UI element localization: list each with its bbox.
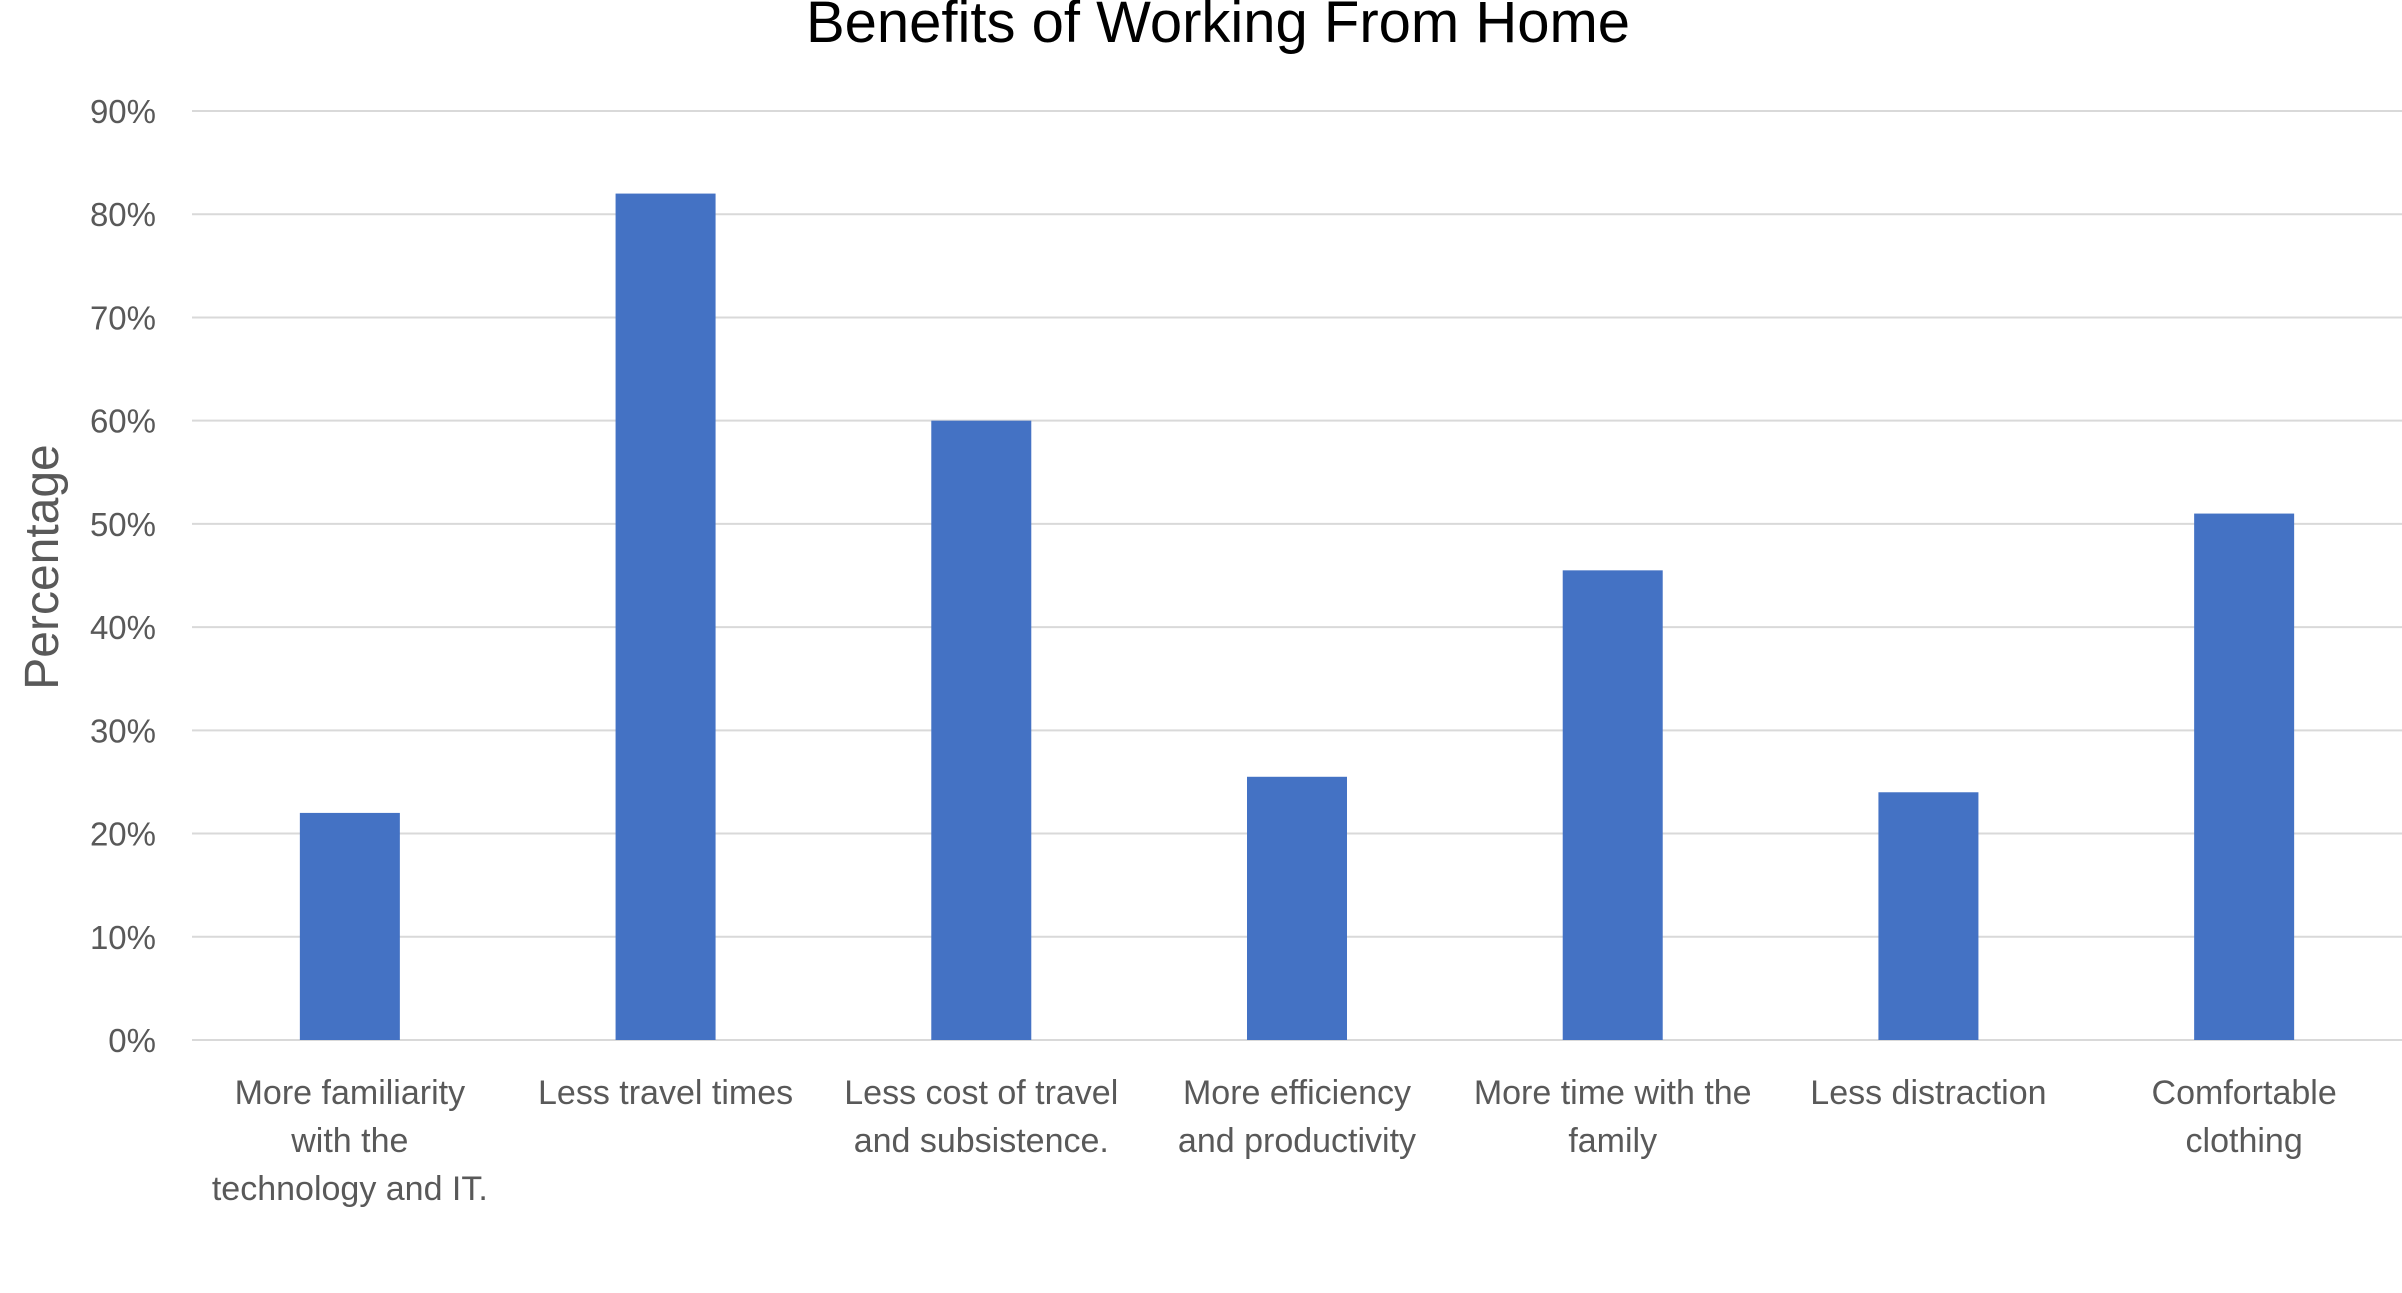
y-axis-title: Percentage bbox=[16, 444, 69, 690]
x-tick-label: More familiarity with the technology and I… bbox=[212, 1074, 488, 1208]
x-tick-label: Comfortable clothing bbox=[2152, 1074, 2337, 1160]
bar bbox=[1247, 776, 1347, 1040]
bar bbox=[931, 420, 1032, 1041]
bar bbox=[2194, 513, 2295, 1040]
x-tick-label: Less travel times bbox=[538, 1074, 793, 1112]
x-tick-label-line: technology and IT. bbox=[212, 1170, 488, 1208]
y-tick-label: 60% bbox=[90, 403, 156, 440]
x-tick-label: More efficiency and productivity bbox=[1178, 1074, 1416, 1160]
x-tick-label-line: clothing bbox=[2186, 1122, 2303, 1160]
y-tick-label: 40% bbox=[90, 609, 156, 646]
x-tick-label-line: Less cost of travel bbox=[844, 1074, 1118, 1112]
y-tick-label: 70% bbox=[90, 299, 156, 336]
x-tick-label: More time with the family bbox=[1474, 1074, 1752, 1160]
x-tick-label-line: with the bbox=[290, 1122, 408, 1160]
x-tick-label-line: Less distraction bbox=[1810, 1074, 2046, 1112]
bar bbox=[1562, 570, 1663, 1040]
x-tick-label-line: More time with the bbox=[1474, 1074, 1752, 1112]
bar bbox=[615, 193, 716, 1041]
y-tick-label: 10% bbox=[90, 919, 156, 956]
x-tick-label: Less distraction bbox=[1810, 1074, 2046, 1112]
gridlines bbox=[192, 110, 2402, 1041]
x-axis-tick-labels: More familiarity with the technology and I… bbox=[212, 1074, 2337, 1208]
x-tick-label-line: and productivity bbox=[1178, 1122, 1416, 1160]
y-tick-label: 0% bbox=[108, 1022, 156, 1059]
y-tick-label: 80% bbox=[90, 196, 156, 233]
y-tick-label: 50% bbox=[90, 506, 156, 543]
x-tick-label-line: family bbox=[1568, 1122, 1657, 1160]
chart-title: Benefits of Working From Home bbox=[806, 0, 1630, 55]
bar bbox=[1878, 792, 1979, 1040]
bars bbox=[299, 193, 2295, 1041]
x-tick-label-line: More familiarity bbox=[235, 1074, 465, 1112]
x-tick-label-line: and subsistence. bbox=[854, 1122, 1109, 1160]
bar bbox=[299, 812, 400, 1040]
y-tick-label: 20% bbox=[90, 816, 156, 853]
y-tick-label: 30% bbox=[90, 712, 156, 749]
x-tick-label: Less cost of travel and subsistence. bbox=[844, 1074, 1118, 1160]
y-axis-tick-labels: 0% 10% 20% 30% 40% 50% 60% 70% 80% 90% bbox=[90, 93, 156, 1059]
x-tick-label-line: More efficiency bbox=[1183, 1074, 1411, 1112]
x-tick-label-line: Less travel times bbox=[538, 1074, 793, 1112]
x-tick-label-line: Comfortable bbox=[2152, 1074, 2337, 1112]
y-tick-label: 90% bbox=[90, 93, 156, 130]
